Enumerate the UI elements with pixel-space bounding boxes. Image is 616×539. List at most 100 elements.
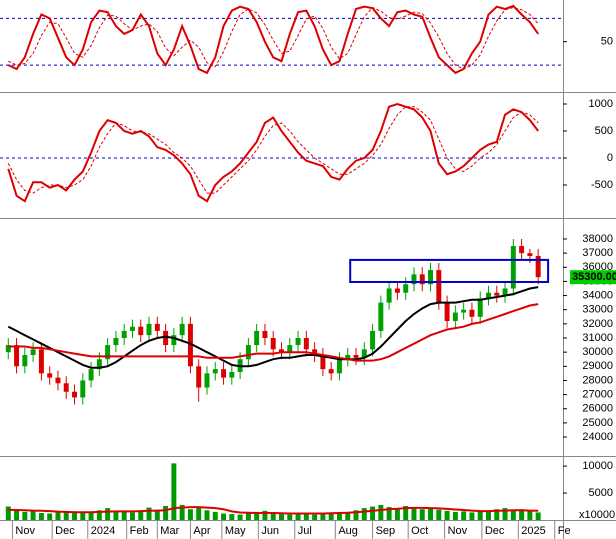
volume-bar [444, 510, 450, 520]
candle-body [138, 326, 144, 336]
candle-body [212, 369, 218, 374]
volume-bar [187, 509, 193, 520]
volume-bar [113, 511, 119, 520]
candle-body [370, 330, 376, 350]
y-tick-label: 37000 [582, 247, 613, 259]
volume-bar [353, 510, 359, 520]
volume-bar [486, 510, 491, 520]
last-price-marker [570, 270, 616, 285]
volume-bar [270, 512, 276, 520]
volume-bar [179, 504, 185, 520]
x-tick-label: Feb [130, 525, 149, 537]
candle-body [486, 292, 491, 299]
volume-bar [452, 511, 458, 520]
candle-body [461, 309, 467, 313]
volume-bar [370, 506, 376, 520]
candle-body [403, 284, 409, 293]
y-tick-label: 29000 [582, 360, 613, 372]
x-tick-label: Dec [55, 525, 75, 537]
y-tick-label: 27000 [582, 388, 613, 400]
candle-body [88, 369, 94, 381]
candle-body [187, 323, 193, 367]
candle-body [196, 366, 202, 388]
x-tick-label: Sep [376, 525, 396, 537]
candle-body [254, 330, 260, 346]
volume-bar [295, 512, 301, 520]
volume-bar [312, 514, 318, 520]
candle-body [72, 391, 77, 398]
volume-bar [535, 512, 541, 520]
volume-bar [336, 512, 342, 520]
candle-body [477, 298, 483, 317]
candle-body [519, 246, 525, 254]
volume-bar [237, 514, 243, 520]
volume-bar [212, 511, 218, 520]
candle-body [113, 338, 119, 346]
y-tick-label: 50 [601, 36, 613, 48]
candle-body [22, 354, 28, 367]
candle-body [146, 323, 152, 336]
volume-bar [361, 508, 367, 520]
candle-body [179, 323, 185, 336]
y-tick-label: 24000 [582, 431, 613, 443]
volume-bar [502, 508, 508, 520]
y-tick-label: 10000 [582, 460, 613, 472]
candle-body [105, 345, 111, 360]
y-tick-label: 33000 [582, 304, 613, 316]
volume-bar [154, 510, 160, 520]
volume-bar [47, 513, 53, 520]
panel [5, 463, 541, 520]
volume-bar [287, 514, 293, 520]
volume-bar [303, 513, 309, 520]
candle-body [80, 380, 86, 398]
volume-bar [163, 505, 169, 520]
volume-bar [279, 514, 284, 520]
y-tick-label: -500 [591, 179, 613, 191]
x-tick-label: Oct [411, 525, 428, 537]
candle-body [204, 373, 210, 388]
volume-bar [80, 512, 86, 520]
volume-bar [229, 514, 235, 520]
candle-body [245, 345, 251, 360]
candle-body [171, 335, 177, 346]
volume-bar [171, 463, 177, 520]
volume-bar [403, 505, 409, 520]
line-series [8, 506, 539, 515]
line-series [7, 102, 539, 203]
line-series [7, 4, 540, 75]
volume-bar [63, 512, 69, 520]
volume-bar [419, 509, 425, 520]
volume-bar [129, 512, 135, 520]
y-tick-label: 31000 [582, 332, 613, 344]
x-tick-label: Apr [193, 525, 210, 537]
volume-bar [378, 504, 384, 520]
volume-bar [5, 506, 11, 520]
candle-body [270, 338, 276, 350]
candle-body [38, 349, 44, 374]
volume-bar [14, 510, 20, 520]
volume-bar [254, 511, 260, 520]
candle-body [47, 373, 53, 378]
volume-bar [320, 514, 326, 520]
panel [0, 4, 563, 75]
candle-body [320, 354, 326, 370]
volume-bar [196, 507, 202, 520]
y-tick-label: 5000 [589, 487, 613, 499]
volume-bar [345, 511, 351, 520]
volume-bar [105, 508, 111, 520]
x-tick-label: Jun [261, 525, 279, 537]
candle-body [154, 323, 160, 331]
candle-body [452, 312, 458, 322]
candle-body [361, 349, 367, 358]
volume-bar [55, 511, 61, 520]
unit-label: x10000 [579, 509, 615, 521]
candle-body [411, 274, 417, 285]
candle-body [14, 345, 20, 367]
volume-bar [38, 512, 44, 520]
candle-body [494, 292, 500, 296]
volume-bar [436, 509, 442, 520]
volume-bar [204, 510, 210, 520]
candle-body [510, 246, 516, 289]
